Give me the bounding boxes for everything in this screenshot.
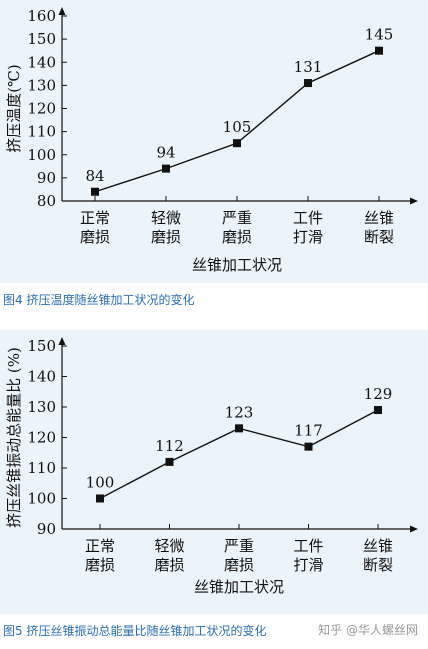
y-tick-label: 80 [37, 192, 56, 210]
series-line [99, 409, 379, 500]
data-point [304, 442, 313, 451]
data-point [233, 139, 241, 148]
y-axis-arrow [58, 7, 66, 15]
y-axis-title: 挤压温度(℃) [5, 64, 23, 152]
x-tick-label: 打滑 [293, 228, 323, 246]
data-point [304, 79, 312, 88]
data-label: 117 [294, 422, 323, 440]
y-tick-label: 100 [27, 490, 56, 508]
y-tick-label: 100 [27, 146, 56, 164]
y-tick-label: 90 [37, 169, 56, 187]
y-tick-label: 90 [37, 520, 56, 538]
y-tick-label: 140 [27, 368, 56, 386]
y-tick-label: 130 [27, 398, 56, 416]
vibration-energy-chart: 90100110120130140150正常磨损轻微磨损严重磨损工件打滑丝锥断裂… [5, 337, 418, 596]
x-tick-label: 工件 [293, 537, 323, 555]
data-label: 100 [86, 474, 115, 492]
data-label: 84 [85, 167, 104, 185]
data-point [235, 424, 243, 433]
watermark: 知乎 @华人螺丝网 [318, 623, 418, 637]
data-label: 129 [364, 385, 393, 403]
y-tick-label: 150 [27, 30, 56, 48]
x-tick-label: 磨损 [222, 228, 252, 246]
x-tick-label: 严重 [224, 537, 254, 555]
y-tick-label: 110 [27, 123, 56, 141]
x-tick-label: 磨损 [85, 556, 115, 574]
x-tick-label: 断裂 [364, 228, 394, 246]
chart-panel-temperature: 80 90 100 110 120 130 140 150 160 正常 磨损 轻微 磨损 严重 磨损 工件打… [0, 0, 428, 283]
x-tick-label: 断裂 [363, 556, 393, 574]
data-label: 131 [294, 58, 323, 76]
data-label: 145 [365, 26, 394, 44]
x-tick-label: 磨损 [154, 556, 184, 574]
x-tick-label: 轻微 [151, 209, 181, 227]
y-axis-title: 挤压丝锥振动总能量比 (%) [5, 347, 23, 528]
x-tick-label: 磨损 [224, 556, 254, 574]
x-tick-label: 打滑 [293, 556, 323, 574]
data-point [91, 187, 99, 196]
y-axis-arrow [58, 337, 66, 345]
y-tick-label: 110 [27, 459, 56, 477]
x-tick-label: 正常 [80, 209, 110, 227]
data-label: 123 [225, 403, 254, 421]
data-point [165, 457, 174, 466]
data-label: 94 [156, 144, 175, 162]
x-tick-label: 磨损 [80, 228, 110, 246]
data-point [96, 494, 104, 503]
x-tick-label: 磨损 [151, 228, 181, 246]
chart-panel-vibration: 90 100 110 120 130 140 150 正常 磨损 轻微 磨损 严重 磨损 工件 打滑 丝锥 断裂… [0, 330, 428, 614]
y-tick-label: 140 [27, 53, 56, 71]
x-tick-label: 严重 [222, 209, 252, 227]
x-tick-label: 工件 [293, 209, 323, 227]
y-tick-label: 150 [27, 337, 56, 355]
temperature-chart: 8090100110120130140150160正常磨损轻微磨损严重磨损工件打… [5, 7, 418, 274]
figure-5-caption: 图5 挤压丝锥振动总能量比随丝锥加工状况的变化 [3, 624, 267, 638]
figure-4-caption: 图4 挤压温度随丝锥加工状况的变化 [3, 293, 195, 307]
x-axis-title: 丝锥加工状况 [192, 256, 282, 274]
y-tick-label: 160 [27, 7, 56, 25]
data-point [375, 46, 383, 55]
data-point [162, 164, 170, 173]
data-point [374, 406, 382, 415]
x-axis-arrow [410, 525, 418, 533]
data-label: 105 [223, 118, 252, 136]
x-axis-title: 丝锥加工状况 [194, 578, 284, 596]
data-label: 112 [155, 437, 184, 455]
y-tick-label: 130 [27, 76, 56, 94]
x-tick-label: 正常 [85, 537, 115, 555]
x-axis-arrow [410, 197, 418, 205]
y-tick-label: 120 [27, 100, 56, 118]
x-tick-label: 丝锥 [364, 209, 394, 227]
x-tick-label: 丝锥 [363, 537, 393, 555]
x-tick-label: 轻微 [154, 537, 184, 555]
y-tick-label: 120 [27, 429, 56, 447]
